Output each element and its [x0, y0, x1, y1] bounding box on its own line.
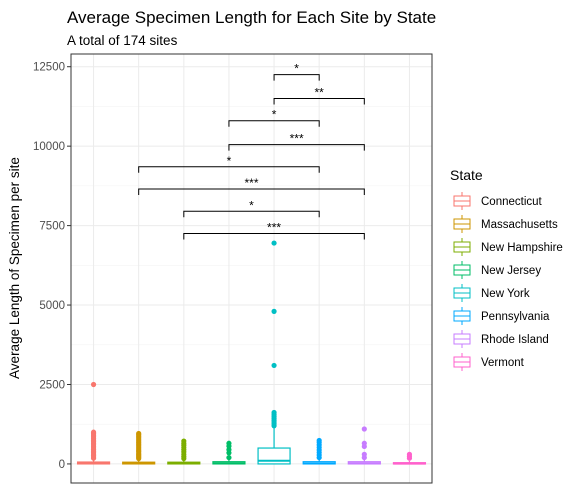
bracket-line — [228, 144, 365, 151]
significance-bracket: ** — [273, 85, 365, 105]
y-tick-label: 2500 — [39, 379, 65, 391]
legend-item: Massachusetts — [453, 215, 558, 233]
y-ticks: 0 2500 5000 7500 10000 12500 — [33, 62, 71, 471]
y-tick-label: 12500 — [33, 62, 65, 74]
significance-label: * — [294, 62, 299, 76]
significance-label: * — [227, 154, 232, 168]
grid — [71, 54, 432, 483]
legend-label: Vermont — [481, 357, 525, 369]
outlier-point — [361, 451, 367, 457]
legend-item: New Hampshire — [453, 238, 563, 256]
significance-bracket: * — [183, 198, 320, 218]
box-connecticut — [76, 381, 111, 465]
bracket-line — [273, 74, 320, 81]
box-vermont — [392, 451, 427, 465]
outlier-point — [90, 429, 97, 435]
outlier-point — [406, 451, 413, 457]
legend-item: New Jersey — [453, 261, 541, 279]
significance-bracket: *** — [183, 221, 365, 240]
legend-item: Connecticut — [453, 192, 543, 210]
significance-label: * — [249, 198, 254, 212]
significance-bracket: * — [228, 108, 320, 127]
bracket-line — [273, 97, 365, 105]
significance-bracket: *** — [138, 176, 365, 196]
outlier-point — [136, 430, 142, 437]
y-tick-label: 5000 — [39, 300, 65, 312]
legend-label: Rhode Island — [481, 334, 549, 346]
plot-panel — [71, 54, 432, 483]
outlier-point — [271, 240, 277, 246]
legend-label: New Hampshire — [481, 242, 563, 254]
chart-title: Average Specimen Length for Each Site by… — [67, 8, 436, 27]
outlier-point — [361, 426, 367, 432]
significance-label: * — [272, 108, 277, 122]
outlier-point — [361, 440, 367, 446]
legend: Connecticut Massachusetts New Hampshire New… — [453, 192, 563, 371]
significance-bracket: * — [273, 62, 320, 81]
outlier-point — [316, 437, 322, 444]
outlier-point — [90, 381, 97, 388]
significance-bracket: *** — [228, 132, 365, 151]
y-axis-title: Average Length of Specimen per site — [7, 157, 22, 379]
bracket-line — [228, 120, 320, 127]
legend-label: Massachusetts — [481, 219, 558, 231]
outlier-point — [226, 440, 232, 446]
legend-item: Vermont — [453, 353, 525, 371]
significance-bracket: * — [138, 154, 320, 173]
bracket-line — [183, 233, 365, 240]
legend-label: New Jersey — [481, 265, 541, 277]
box-new-york — [257, 240, 291, 465]
outlier-point — [271, 308, 277, 314]
box-pennsylvania — [302, 437, 336, 465]
box-massachusetts — [122, 430, 156, 465]
significance-brackets: *************** — [138, 62, 365, 240]
outlier-point — [271, 409, 277, 416]
bracket-line — [138, 166, 320, 173]
box-new-jersey — [212, 440, 246, 465]
box-rhode-island — [347, 426, 381, 465]
significance-label: *** — [244, 176, 258, 190]
outlier-point — [181, 438, 187, 444]
legend-label: New York — [481, 288, 530, 300]
legend-item: Pennsylvania — [453, 307, 550, 325]
bracket-line — [138, 188, 365, 196]
y-tick-label: 0 — [59, 459, 65, 471]
legend-item: New York — [453, 284, 530, 302]
significance-label: ** — [315, 85, 325, 99]
y-tick-label: 7500 — [39, 221, 65, 233]
legend-title: State — [450, 167, 483, 183]
box-new-hampshire — [167, 438, 201, 465]
boxes — [76, 240, 427, 465]
legend-item: Rhode Island — [453, 330, 549, 348]
outlier-point — [271, 362, 277, 369]
y-tick-label: 10000 — [33, 141, 65, 153]
significance-label: *** — [290, 132, 304, 146]
chart-subtitle: A total of 174 sites — [67, 33, 178, 48]
bracket-line — [183, 210, 320, 218]
legend-label: Connecticut — [481, 196, 543, 208]
plot-border — [70, 53, 433, 484]
legend-label: Pennsylvania — [481, 311, 550, 323]
significance-label: *** — [267, 221, 281, 235]
outlier-point — [226, 454, 232, 461]
